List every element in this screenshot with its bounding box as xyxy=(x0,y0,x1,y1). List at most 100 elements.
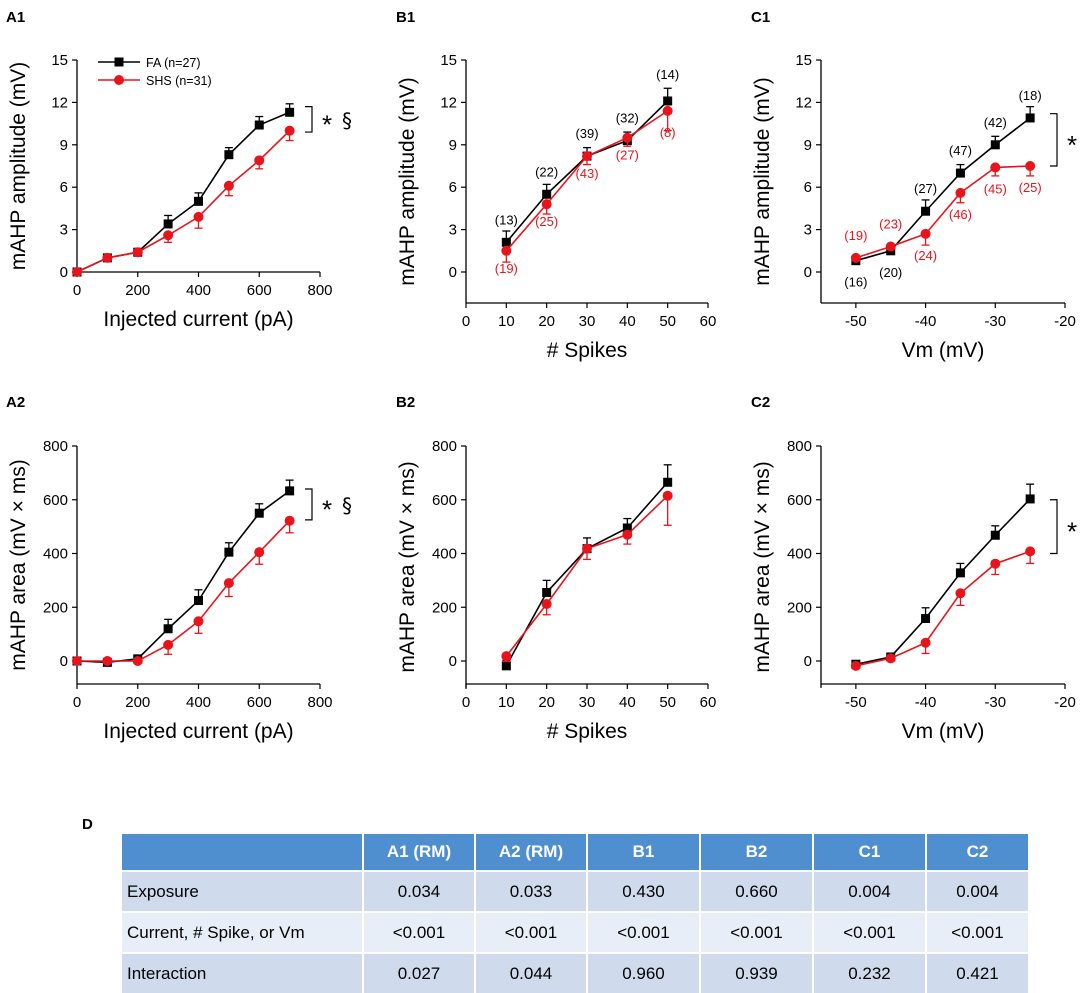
n-label-fa: (16) xyxy=(844,275,867,290)
data-point-shs xyxy=(72,267,82,277)
x-tick-label: 400 xyxy=(186,282,211,299)
y-tick-label: 0 xyxy=(449,653,457,670)
y-tick-label: 12 xyxy=(795,94,812,111)
table-header-cell: A2 (RM) xyxy=(475,834,588,871)
n-label-shs: (43) xyxy=(575,166,598,181)
data-point-shs xyxy=(501,651,512,662)
data-point-shs xyxy=(254,547,265,558)
data-point-fa xyxy=(224,150,234,160)
x-tick-label: -20 xyxy=(1054,694,1076,711)
y-tick-label: 800 xyxy=(43,438,68,455)
series-line-shs xyxy=(76,130,291,273)
table-cell: 0.044 xyxy=(475,952,588,993)
data-point-fa xyxy=(663,96,673,106)
x-tick-label: -20 xyxy=(1054,313,1076,330)
data-point-shs xyxy=(582,543,592,554)
data-point-shs xyxy=(254,155,265,166)
n-label-shs: (24) xyxy=(914,248,937,263)
n-label-fa: (47) xyxy=(949,143,972,158)
panel-label-a2: A2 xyxy=(6,394,25,411)
stats-table: A1 (RM) A2 (RM) B1 B2 C1 C2 Exposure 0.0… xyxy=(122,834,1028,993)
data-point-shs xyxy=(920,228,931,239)
data-point-fa xyxy=(501,237,511,247)
y-tick-label: 0 xyxy=(804,653,812,670)
y-axis-title: mAHP amplitude (mV) xyxy=(7,62,30,271)
data-point-shs xyxy=(72,656,82,666)
y-axis-title: mAHP area (mV × ms) xyxy=(7,459,30,670)
data-point-shs xyxy=(1025,161,1036,171)
data-point-shs xyxy=(622,529,633,540)
table-cell: Exposure xyxy=(122,870,364,912)
legend-label-fa: FA (n=27) xyxy=(146,56,201,70)
x-tick-label: 20 xyxy=(538,313,555,330)
y-tick-label: 3 xyxy=(804,222,812,239)
panel-label-d: D xyxy=(82,816,93,833)
n-label-fa: (39) xyxy=(575,126,598,141)
y-tick-label: 600 xyxy=(43,492,68,509)
data-point-fa xyxy=(990,140,1000,150)
data-point-fa xyxy=(990,530,1000,540)
n-label-fa: (32) xyxy=(616,111,639,126)
data-point-shs xyxy=(1025,546,1036,557)
y-tick-label: 400 xyxy=(787,546,812,563)
series-line-shs xyxy=(77,520,291,662)
data-point-fa xyxy=(1025,494,1035,504)
panel-label-a1: A1 xyxy=(6,9,25,26)
x-axis-title: Injected current (pA) xyxy=(103,720,293,743)
table-cell: 0.939 xyxy=(700,952,814,993)
x-tick-label: 0 xyxy=(73,282,81,299)
data-point-shs xyxy=(223,180,234,191)
y-tick-label: 9 xyxy=(804,137,812,154)
y-tick-label: 12 xyxy=(440,94,457,111)
x-tick-label: 10 xyxy=(498,694,515,711)
x-tick-label: -50 xyxy=(845,694,867,711)
legend-marker-shs xyxy=(114,75,124,85)
data-point-shs xyxy=(955,187,966,198)
data-point-shs xyxy=(284,515,295,526)
y-axis-title: mAHP amplitude (mV) xyxy=(396,77,419,286)
y-tick-label: 200 xyxy=(43,599,68,616)
table-cell: Current, # Spike, or Vm xyxy=(122,911,364,953)
x-tick-label: 800 xyxy=(307,694,332,711)
table-cell: 0.004 xyxy=(813,870,927,912)
table-cell: <0.001 xyxy=(587,911,701,953)
x-tick-label: 10 xyxy=(498,313,515,330)
x-tick-label: 50 xyxy=(659,694,676,711)
table-header-cell xyxy=(122,834,364,871)
data-point-shs xyxy=(541,599,552,610)
data-point-shs xyxy=(541,199,552,210)
x-tick-label: 0 xyxy=(73,694,81,711)
data-point-shs xyxy=(885,241,896,252)
y-tick-label: 6 xyxy=(449,179,457,196)
data-point-fa xyxy=(955,168,965,178)
data-point-shs xyxy=(850,252,861,263)
n-label-fa: (22) xyxy=(535,164,558,179)
significance-star: * xyxy=(322,109,332,139)
table-cell: 0.027 xyxy=(363,952,476,993)
data-point-fa xyxy=(254,120,264,130)
data-point-fa xyxy=(254,508,264,518)
series-line-fa xyxy=(505,481,669,667)
x-tick-label: 30 xyxy=(579,694,596,711)
x-axis-title: # Spikes xyxy=(547,720,628,743)
n-label-shs: (8) xyxy=(660,125,676,140)
table-cell: 0.033 xyxy=(475,870,588,912)
x-tick-label: 0 xyxy=(462,694,470,711)
data-point-shs xyxy=(920,637,931,648)
table-cell: 0.421 xyxy=(926,952,1028,993)
panel-label-c1: C1 xyxy=(751,9,770,26)
significance-section: § xyxy=(342,493,352,517)
data-point-fa xyxy=(1025,113,1035,123)
y-tick-label: 400 xyxy=(432,546,457,563)
table-cell: 0.232 xyxy=(813,952,927,993)
x-tick-label: -40 xyxy=(915,313,937,330)
data-point-fa xyxy=(542,587,552,597)
data-point-shs xyxy=(501,245,512,256)
y-tick-label: 12 xyxy=(51,94,68,111)
y-tick-label: 6 xyxy=(60,179,68,196)
significance-bracket xyxy=(305,488,313,521)
y-tick-label: 600 xyxy=(787,492,812,509)
table-cell: 0.960 xyxy=(587,952,701,993)
n-label-shs: (27) xyxy=(616,148,639,163)
y-tick-label: 200 xyxy=(787,599,812,616)
